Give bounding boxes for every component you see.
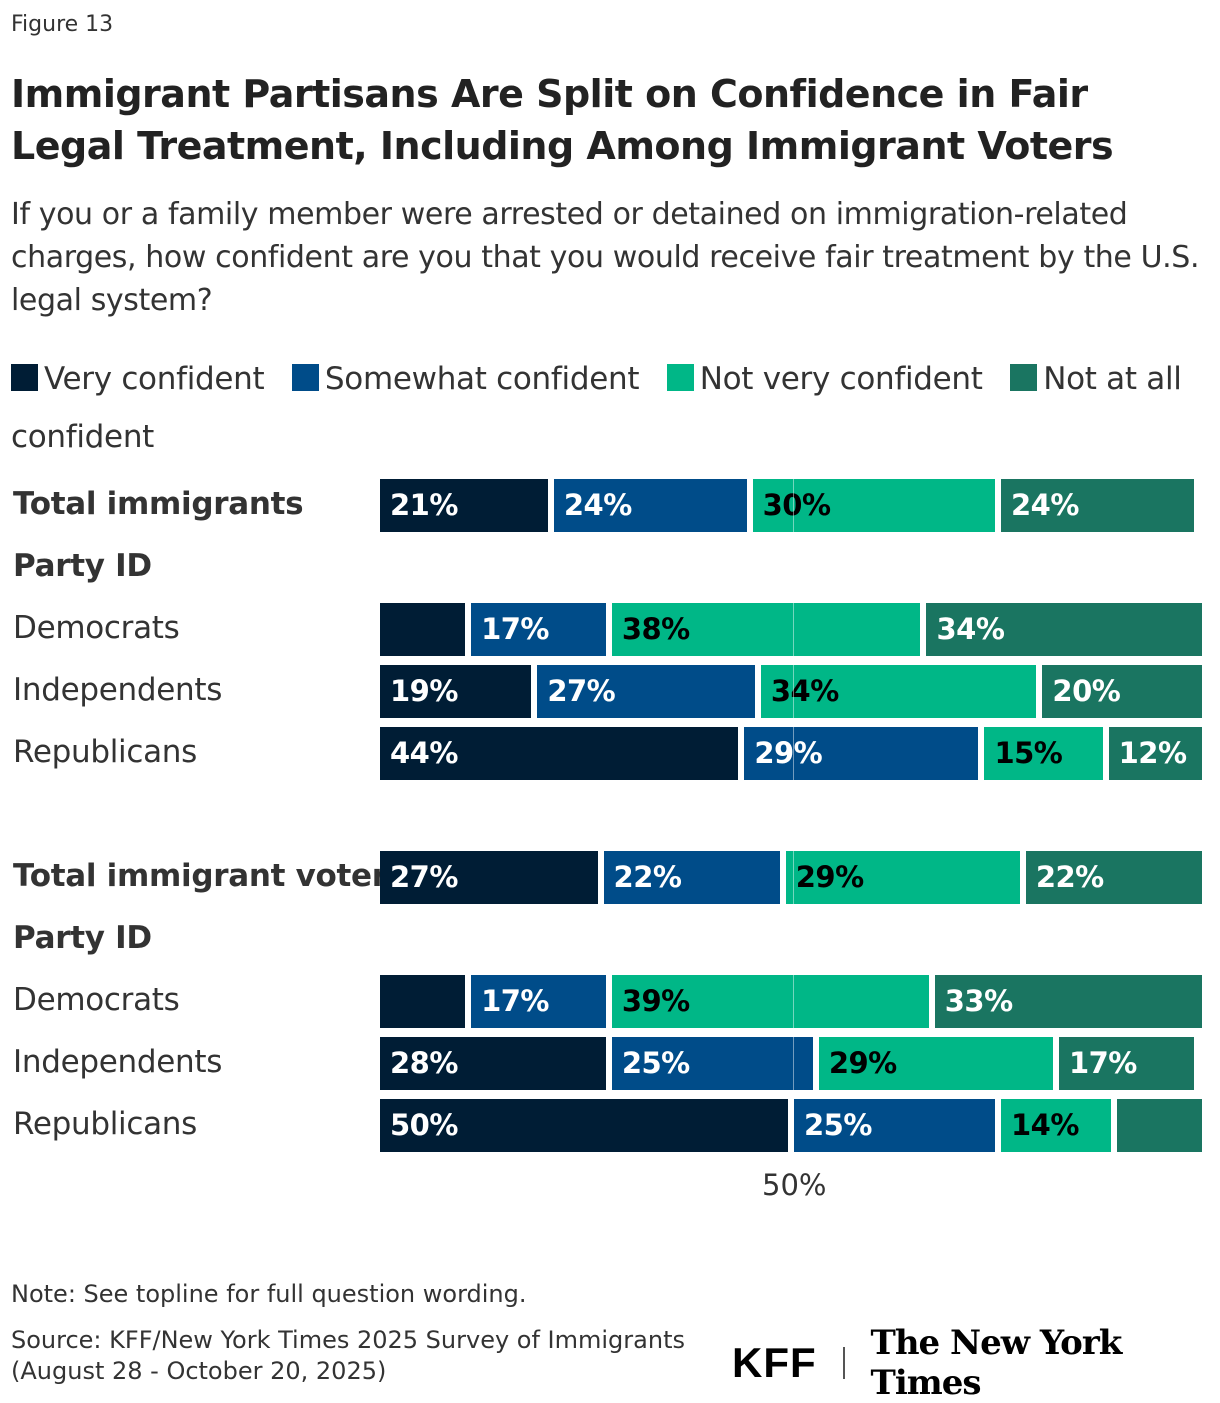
- data-label: 44%: [390, 736, 458, 770]
- bar-segment: [471, 603, 606, 656]
- bar-segment: [744, 727, 979, 780]
- source-line: Source: KFF/New York Times 2025 Survey o…: [11, 1326, 685, 1354]
- legend-label: Very confident: [44, 361, 265, 397]
- data-label: 27%: [547, 674, 616, 708]
- source: Source: KFF/New York Times 2025 Survey o…: [11, 1325, 685, 1387]
- bar-segment: [380, 851, 598, 904]
- legend-item-not-at-all: Not at all confident: [11, 361, 1182, 455]
- data-label: 14%: [1011, 1108, 1079, 1142]
- logo-divider: [842, 1347, 845, 1379]
- data-label: 17%: [1068, 1046, 1137, 1080]
- data-label: 21%: [390, 488, 458, 522]
- data-label: 17%: [481, 984, 549, 1018]
- bar-segment: [380, 975, 466, 1028]
- bar-segment: [934, 975, 1202, 1028]
- bar-segment: [611, 975, 929, 1028]
- kff-logo: KFF: [732, 1339, 817, 1386]
- chart-subtitle: If you or a family member were arrested …: [11, 197, 1200, 318]
- row-label: Independents: [13, 1044, 223, 1080]
- row-label: Republicans: [13, 1106, 197, 1142]
- bar-segment: [794, 1099, 995, 1152]
- bar-segment: [1116, 1099, 1202, 1152]
- bar-segment: [785, 851, 1020, 904]
- bar-segment: [1001, 1099, 1111, 1152]
- data-label: 28%: [390, 1046, 458, 1080]
- x-tick-50: 50%: [762, 1168, 827, 1202]
- data-label: 25%: [621, 1046, 690, 1080]
- bar-segment: [380, 727, 739, 780]
- data-label: 50%: [390, 1108, 458, 1142]
- legend-swatch: [666, 364, 694, 391]
- data-label: 22%: [613, 860, 682, 894]
- data-label: 19%: [390, 674, 458, 708]
- bar-segment: [1042, 665, 1202, 718]
- bar-segment: [380, 1037, 606, 1090]
- bar-segment: [1025, 851, 1202, 904]
- bar-segment: [1058, 1037, 1194, 1090]
- data-label: 29%: [754, 736, 823, 770]
- bar-segment: [752, 479, 995, 532]
- bar-segment: [471, 975, 606, 1028]
- row-label: Total immigrants: [13, 486, 304, 522]
- data-label: 27%: [390, 860, 458, 894]
- bar-segment: [818, 1037, 1053, 1090]
- row-label: Democrats: [13, 982, 180, 1018]
- legend-swatch: [11, 364, 38, 391]
- bar-segment: [537, 665, 755, 718]
- data-label: 15%: [994, 736, 1063, 770]
- legend-item-very: Very confident: [11, 361, 265, 397]
- legend-label: Not very confident: [699, 361, 983, 397]
- data-label: 38%: [621, 612, 690, 646]
- data-label: 33%: [944, 984, 1013, 1018]
- bar-segment: [1108, 727, 1202, 780]
- bar-segment: [1001, 479, 1194, 532]
- legend-label: Not at all confident: [11, 361, 1182, 455]
- bar-segment: [380, 1099, 788, 1152]
- logos: KFF The New York Times: [732, 1323, 1220, 1403]
- data-label: 12%: [1118, 736, 1187, 770]
- bar-segment: [380, 665, 532, 718]
- data-label: 34%: [936, 612, 1005, 646]
- bar-segment: [926, 603, 1202, 656]
- row-label: Total immigrant voters: [13, 858, 405, 894]
- bar-segment: [380, 479, 548, 532]
- bar-segment: [380, 603, 466, 656]
- source-line: (August 28 - October 20, 2025): [11, 1357, 387, 1385]
- data-label: 34%: [770, 674, 839, 708]
- data-label: 24%: [1011, 488, 1079, 522]
- bar-segment: [611, 603, 921, 656]
- row-label: Republicans: [13, 734, 197, 770]
- row-label: Party ID: [13, 920, 152, 956]
- bar-segment: [760, 665, 1037, 718]
- data-label: 30%: [762, 488, 831, 522]
- data-label: 24%: [563, 488, 632, 522]
- legend-swatch: [1010, 364, 1038, 391]
- bar-segment: [603, 851, 780, 904]
- data-label: 25%: [804, 1108, 872, 1142]
- bar-segment: [984, 727, 1103, 780]
- bar-segment: [611, 1037, 813, 1090]
- bar-segment: [553, 479, 747, 532]
- legend: Very confident Somewhat confident Not ve…: [11, 350, 1191, 466]
- row-label: Party ID: [13, 548, 152, 584]
- row-label: Democrats: [13, 610, 180, 646]
- chart-title: Immigrant Partisans Are Split on Confide…: [11, 72, 1114, 168]
- data-label: 29%: [795, 860, 864, 894]
- data-label: 20%: [1052, 674, 1121, 708]
- data-label: 29%: [828, 1046, 897, 1080]
- legend-item-somewhat: Somewhat confident: [291, 361, 640, 397]
- legend-item-not-very: Not very confident: [666, 361, 983, 397]
- figure-label: Figure 13: [11, 12, 114, 37]
- gridline-50: [793, 470, 794, 1160]
- note: Note: See topline for full question word…: [11, 1280, 527, 1308]
- data-label: 22%: [1035, 860, 1104, 894]
- legend-label: Somewhat confident: [324, 361, 640, 397]
- data-label: 17%: [481, 612, 549, 646]
- data-label: 39%: [621, 984, 690, 1018]
- nyt-logo: The New York Times: [870, 1323, 1123, 1403]
- row-label: Independents: [13, 672, 223, 708]
- legend-swatch: [291, 364, 319, 391]
